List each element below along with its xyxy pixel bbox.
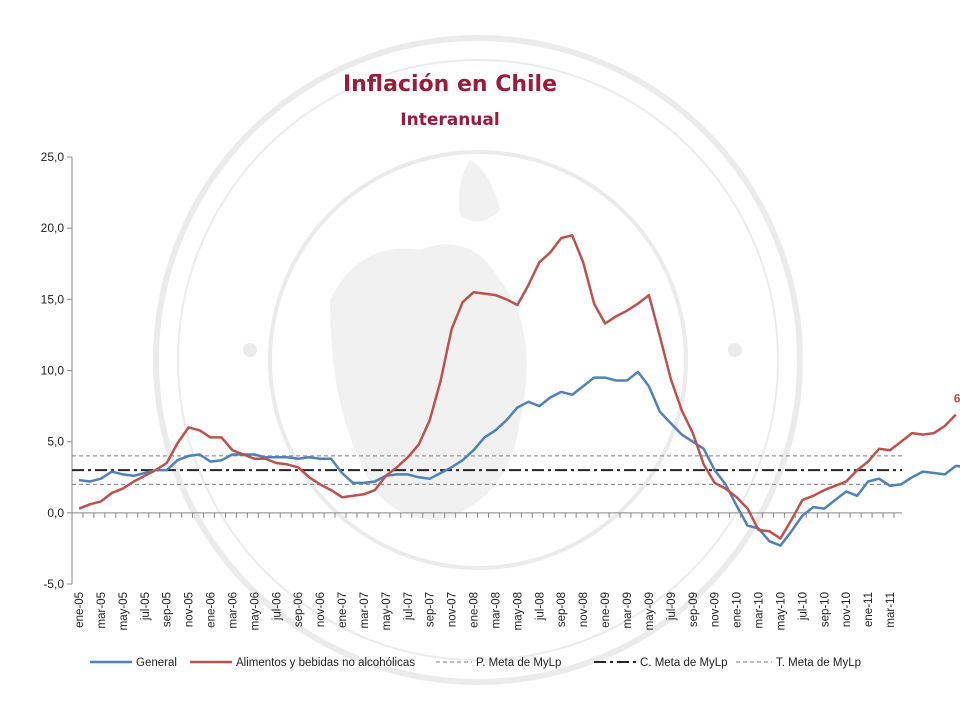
x-tick-label: mar-08: [490, 592, 502, 628]
x-tick-label: jul-07: [403, 592, 415, 621]
x-tick-label: ene-08: [469, 592, 481, 628]
x-axis: ene-05 mar-05 may-05 jul-05 sep-05 nov-05 ene-…: [71, 512, 897, 630]
x-tick-label: may-05: [118, 592, 130, 630]
x-tick-label: mar-11: [885, 592, 897, 628]
series-lines: [78, 234, 960, 547]
x-tick-label: ene-07: [337, 592, 349, 628]
x-tick-label: jul-08: [534, 592, 546, 621]
x-tick-label: ene-06: [206, 592, 218, 628]
x-tick-label: ene-05: [74, 592, 86, 628]
x-tick-label: mar-06: [227, 592, 239, 628]
x-tick-label: nov-06: [315, 592, 327, 627]
chart-title: Inflación en Chile: [343, 72, 557, 97]
x-tick-label: sep-05: [162, 592, 174, 627]
legend-label: General: [136, 657, 177, 669]
chart-subtitle: Interanual: [400, 110, 499, 130]
y-tick-label: 10,0: [41, 364, 65, 378]
y-tick-label: 15,0: [41, 292, 65, 306]
x-tick-label: may-08: [512, 592, 524, 630]
reference-lines: [72, 455, 902, 485]
x-tick-label: nov-05: [184, 592, 196, 627]
x-tick-label: nov-10: [841, 592, 853, 627]
x-tick-label: sep-08: [556, 592, 568, 627]
x-tick-label: ene-09: [600, 592, 612, 628]
x-tick-label: sep-10: [819, 592, 831, 627]
x-tick-label: may-06: [249, 592, 261, 630]
x-tick-label: mar-09: [622, 592, 634, 628]
x-tick-label: ene-11: [863, 592, 875, 627]
legend-label: Alimentos y bebidas no alcohólicas: [236, 657, 415, 669]
legend: General Alimentos y bebidas no alcohólica…: [90, 657, 861, 669]
end-labels: 3,26,9: [954, 392, 960, 406]
x-tick-label: mar-05: [96, 592, 108, 628]
x-tick-label: jul-10: [797, 592, 809, 621]
x-tick-label: may-07: [381, 592, 393, 630]
x-tick-label: mar-07: [359, 592, 371, 628]
x-tick-label: may-09: [644, 592, 656, 630]
legend-upper-target: P. Meta de MyLp: [436, 657, 561, 669]
legend-general: General: [90, 657, 177, 669]
x-tick-label: mar-10: [754, 592, 766, 628]
food-end-label: 6,9: [954, 392, 960, 406]
x-tick-label: jul-09: [666, 592, 678, 621]
legend-label: C. Meta de MyLp: [640, 657, 728, 669]
x-tick-label: sep-07: [425, 592, 437, 627]
y-tick-label: 5,0: [47, 435, 64, 449]
x-tick-label: may-10: [775, 592, 787, 630]
x-tick-label: jul-05: [140, 592, 152, 621]
x-tick-label: nov-07: [447, 592, 459, 627]
x-tick-label: jul-06: [271, 592, 283, 621]
legend-lower-target: T. Meta de MyLp: [736, 657, 861, 669]
legend-food: Alimentos y bebidas no alcohólicas: [190, 657, 415, 669]
x-tick-label: nov-09: [710, 592, 722, 627]
x-tick-label: ene-10: [732, 592, 744, 628]
general-series-line: [78, 370, 960, 547]
legend-central-target: C. Meta de MyLp: [594, 657, 728, 669]
legend-label: P. Meta de MyLp: [476, 657, 561, 669]
y-axis: -5,0 0,0 5,0 10,0 15,0 20,0 25,0: [41, 150, 902, 591]
x-tick-label: nov-08: [578, 592, 590, 627]
y-tick-label: 20,0: [41, 221, 65, 235]
food-series-line: [78, 234, 957, 540]
y-tick-label: 0,0: [47, 506, 64, 520]
x-tick-label: sep-06: [293, 592, 305, 627]
y-tick-label: 25,0: [41, 150, 65, 164]
x-tick-label: sep-09: [688, 592, 700, 627]
y-tick-label: -5,0: [43, 577, 64, 591]
watermark-seal: [153, 35, 803, 685]
legend-label: T. Meta de MyLp: [776, 657, 861, 669]
